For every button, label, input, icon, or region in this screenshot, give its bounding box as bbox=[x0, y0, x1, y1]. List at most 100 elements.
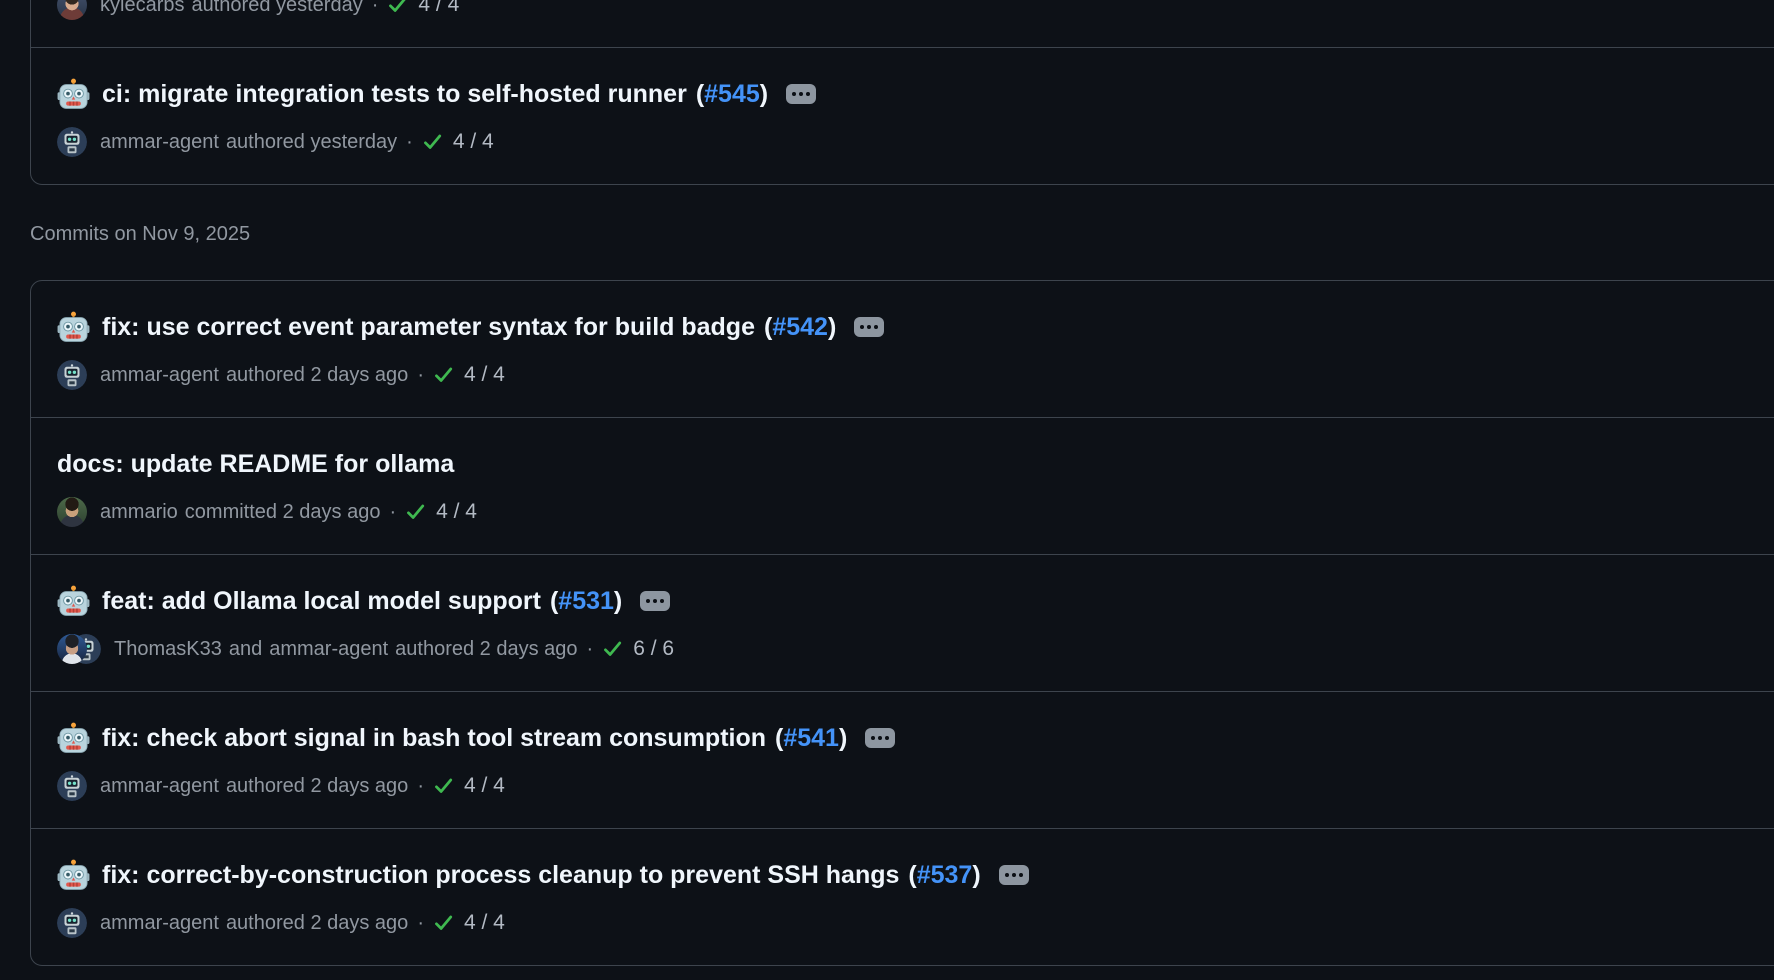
author-avatar-thomask33[interactable] bbox=[57, 634, 87, 664]
author-link[interactable]: ammar-agent bbox=[100, 774, 219, 797]
dot-separator: · bbox=[371, 0, 379, 16]
ellipsis-icon bbox=[860, 325, 865, 329]
commit-action-time: authored 2 days ago bbox=[225, 911, 409, 934]
robot-emoji-icon bbox=[57, 585, 90, 618]
checks-status[interactable]: 4 / 4 bbox=[433, 911, 505, 935]
commit-title[interactable]: fix: use correct event parameter syntax … bbox=[102, 309, 836, 345]
commit-action-time: authored 2 days ago bbox=[395, 637, 578, 660]
robot-emoji-icon bbox=[57, 859, 90, 892]
checks-status[interactable]: 6 / 6 bbox=[602, 637, 674, 661]
commit-row: fix: use correct event parameter syntax … bbox=[31, 281, 1774, 417]
checks-status[interactable]: 4 / 4 bbox=[387, 0, 459, 17]
commit-meta: ammario committed 2 days ago · 4 / 4 bbox=[57, 494, 1774, 530]
commit-title-line: docs: update README for ollama bbox=[57, 446, 1774, 482]
author-link[interactable]: ammar-agent bbox=[269, 637, 389, 660]
commit-timeline: kylecarbs authored yesterday · 4 / 4 ci:… bbox=[30, 0, 1774, 966]
robot-emoji-icon bbox=[57, 311, 90, 344]
check-icon bbox=[422, 131, 444, 153]
dot-separator: · bbox=[389, 500, 397, 523]
commit-group: fix: use correct event parameter syntax … bbox=[30, 280, 1774, 966]
commit-title[interactable]: ci: migrate integration tests to self-ho… bbox=[102, 76, 768, 112]
commit-description-toggle[interactable] bbox=[786, 84, 817, 104]
commit-title[interactable]: fix: check abort signal in bash tool str… bbox=[102, 720, 847, 756]
pr-link[interactable]: #531 bbox=[558, 587, 614, 615]
pr-link[interactable]: #542 bbox=[772, 313, 828, 341]
commit-action-time: authored 2 days ago bbox=[225, 363, 409, 386]
checks-count: 4 / 4 bbox=[463, 911, 505, 934]
commit-meta: kylecarbs authored yesterday · 4 / 4 bbox=[57, 0, 1774, 23]
commit-meta: ammar-agent authored 2 days ago · 4 / 4 bbox=[57, 905, 1774, 941]
commit-row: fix: check abort signal in bash tool str… bbox=[31, 691, 1774, 828]
ellipsis-icon bbox=[646, 599, 651, 603]
author-avatar-ammar-agent[interactable] bbox=[57, 127, 87, 157]
pr-link[interactable]: #545 bbox=[704, 80, 760, 108]
commit-description-toggle[interactable] bbox=[865, 728, 896, 748]
checks-status[interactable]: 4 / 4 bbox=[422, 130, 494, 154]
author-avatar-ammar-agent[interactable] bbox=[57, 360, 87, 390]
author-conjunction: and bbox=[228, 637, 263, 660]
dot-separator: · bbox=[417, 911, 424, 934]
checks-status[interactable]: 4 / 4 bbox=[433, 363, 505, 387]
robot-emoji-icon bbox=[57, 722, 90, 755]
commit-description-toggle[interactable] bbox=[854, 317, 885, 337]
check-icon bbox=[433, 364, 455, 386]
check-icon bbox=[433, 775, 455, 797]
author-avatar-stack bbox=[57, 634, 101, 664]
dot-separator: · bbox=[586, 637, 594, 660]
checks-count: 4 / 4 bbox=[418, 0, 460, 16]
commit-action-time: authored 2 days ago bbox=[225, 774, 409, 797]
author-avatar-kylecarbs[interactable] bbox=[57, 0, 87, 20]
checks-status[interactable]: 4 / 4 bbox=[405, 500, 477, 524]
commit-row: fix: correct-by-construction process cle… bbox=[31, 828, 1774, 965]
checks-count: 4 / 4 bbox=[436, 500, 477, 523]
commit-title[interactable]: fix: correct-by-construction process cle… bbox=[102, 857, 981, 893]
commit-meta: ammar-agent authored 2 days ago · 4 / 4 bbox=[57, 768, 1774, 804]
date-header: Commits on Nov 9, 2025 bbox=[30, 223, 251, 245]
check-icon bbox=[433, 912, 455, 934]
commit-meta: ammar-agent authored yesterday · 4 / 4 bbox=[57, 124, 1774, 160]
dot-separator: · bbox=[406, 130, 413, 153]
commit-action-time: authored yesterday bbox=[225, 130, 398, 153]
commit-meta: ThomasK33 and ammar-agent authored 2 day… bbox=[57, 631, 1774, 667]
commit-row: kylecarbs authored yesterday · 4 / 4 bbox=[31, 0, 1774, 47]
author-avatar-ammar-agent[interactable] bbox=[57, 908, 87, 938]
commit-description-toggle[interactable] bbox=[998, 865, 1029, 885]
commit-title[interactable]: feat: add Ollama local model support(#53… bbox=[102, 583, 622, 619]
author-avatar-ammario[interactable] bbox=[57, 497, 87, 527]
commit-row: feat: add Ollama local model support(#53… bbox=[31, 554, 1774, 691]
commit-title-line: fix: correct-by-construction process cle… bbox=[57, 857, 1774, 893]
commit-title-line: ci: migrate integration tests to self-ho… bbox=[57, 76, 1774, 112]
commit-row: docs: update README for ollama ammario c… bbox=[31, 417, 1774, 554]
commit-description-toggle[interactable] bbox=[640, 591, 671, 611]
checks-status[interactable]: 4 / 4 bbox=[433, 774, 505, 798]
ellipsis-icon bbox=[871, 736, 876, 740]
checks-count: 4 / 4 bbox=[463, 363, 505, 386]
checks-count: 4 / 4 bbox=[452, 130, 494, 153]
commit-meta: ammar-agent authored 2 days ago · 4 / 4 bbox=[57, 357, 1774, 393]
check-icon bbox=[405, 501, 427, 523]
author-link[interactable]: ThomasK33 bbox=[114, 637, 222, 660]
author-avatar-ammar-agent[interactable] bbox=[57, 771, 87, 801]
commit-title[interactable]: docs: update README for ollama bbox=[57, 450, 455, 478]
pr-link[interactable]: #541 bbox=[783, 724, 839, 752]
checks-count: 6 / 6 bbox=[633, 637, 675, 660]
robot-emoji-icon bbox=[57, 78, 90, 111]
author-link[interactable]: ammar-agent bbox=[100, 130, 219, 153]
dot-separator: · bbox=[417, 774, 424, 797]
dot-separator: · bbox=[417, 363, 424, 386]
commit-group: kylecarbs authored yesterday · 4 / 4 ci:… bbox=[30, 0, 1774, 185]
commit-title-line: feat: add Ollama local model support(#53… bbox=[57, 583, 1774, 619]
author-link[interactable]: ammar-agent bbox=[100, 363, 219, 386]
check-icon bbox=[387, 0, 409, 16]
commit-action-time: committed 2 days ago bbox=[184, 500, 381, 523]
pr-link[interactable]: #537 bbox=[916, 861, 973, 889]
checks-count: 4 / 4 bbox=[463, 774, 505, 797]
ellipsis-icon bbox=[1004, 873, 1009, 877]
commit-action-time: authored yesterday bbox=[191, 0, 363, 16]
commit-title-line: fix: check abort signal in bash tool str… bbox=[57, 720, 1774, 756]
author-link[interactable]: kylecarbs bbox=[100, 0, 185, 16]
ellipsis-icon bbox=[792, 92, 797, 96]
author-link[interactable]: ammario bbox=[100, 500, 178, 523]
author-link[interactable]: ammar-agent bbox=[100, 911, 219, 934]
commit-title-line: fix: use correct event parameter syntax … bbox=[57, 309, 1774, 345]
